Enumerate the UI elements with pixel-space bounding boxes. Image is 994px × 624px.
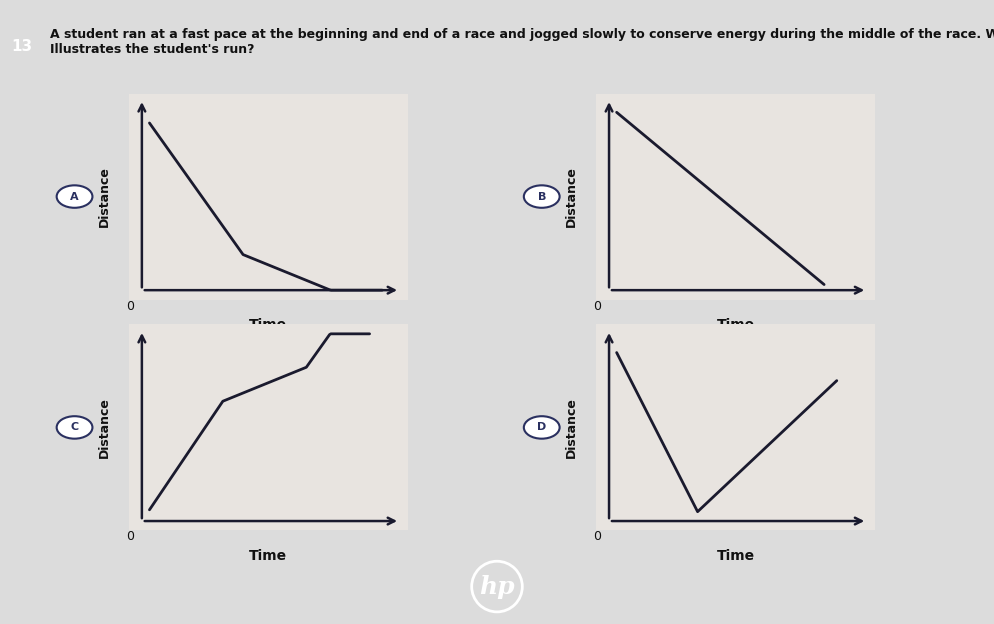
Text: Time: Time (249, 549, 287, 563)
Text: B: B (538, 192, 546, 202)
Text: 0: 0 (126, 300, 134, 313)
Text: 13: 13 (12, 39, 33, 54)
Text: Time: Time (717, 318, 754, 332)
Text: A: A (71, 192, 79, 202)
Text: C: C (71, 422, 79, 432)
Text: Distance: Distance (565, 397, 578, 458)
Text: A student ran at a fast pace at the beginning and end of a race and jogged slowl: A student ran at a fast pace at the begi… (50, 28, 994, 56)
Text: 0: 0 (593, 530, 601, 544)
Text: Distance: Distance (565, 166, 578, 227)
Text: D: D (537, 422, 547, 432)
Text: Distance: Distance (97, 397, 110, 458)
Text: Distance: Distance (97, 166, 110, 227)
Text: 0: 0 (593, 300, 601, 313)
Text: 0: 0 (126, 530, 134, 544)
Text: hp: hp (479, 575, 515, 598)
Text: Time: Time (249, 318, 287, 332)
Text: Time: Time (717, 549, 754, 563)
